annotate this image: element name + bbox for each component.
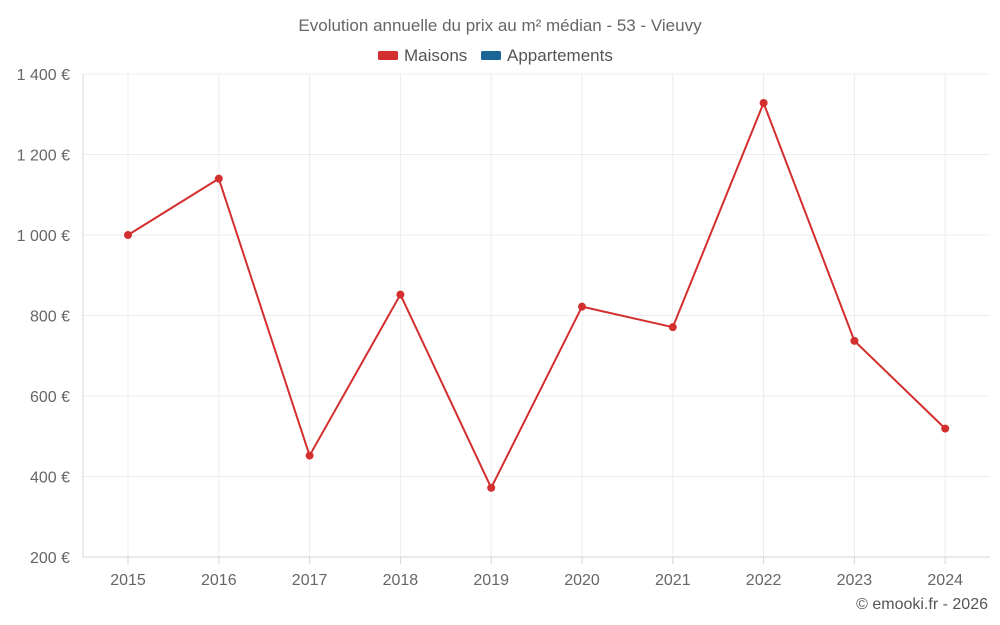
axes: 200 € 400 € 600 € 800 € 1 000 € 1 200 € 1 400 … (17, 67, 990, 589)
y-tick-label: 600 € (30, 389, 70, 406)
legend-label-appartements: Appartements (507, 46, 613, 65)
legend-swatch-maisons (378, 51, 398, 60)
x-tick-label: 2024 (927, 572, 963, 589)
data-point-2015[interactable] (124, 231, 132, 239)
y-tick-label: 400 € (30, 470, 70, 487)
data-point-2019[interactable] (487, 483, 496, 492)
x-tick-label: 2021 (655, 572, 691, 589)
grid (83, 73, 990, 557)
x-tick-label: 2019 (473, 572, 509, 589)
x-tick-label: 2022 (746, 572, 782, 589)
chart-credit: © emooki.fr - 2026 (856, 596, 988, 613)
x-tick-label: 2023 (837, 572, 873, 589)
x-tick-label: 2018 (383, 572, 419, 589)
data-point-2020[interactable] (578, 302, 586, 311)
x-tick-label: 2016 (201, 572, 237, 589)
x-tick-label: 2020 (564, 572, 600, 589)
y-tick-label: 200 € (30, 550, 70, 567)
data-point-2024[interactable] (941, 424, 950, 433)
data-point-2021[interactable] (668, 323, 677, 332)
data-point-2018[interactable] (396, 290, 405, 299)
data-point-2016[interactable] (214, 174, 223, 183)
y-tick-label: 800 € (30, 309, 70, 326)
x-tick-label: 2017 (292, 572, 328, 589)
y-tick-label: 1 200 € (17, 148, 70, 165)
data-point-2017[interactable] (305, 451, 314, 460)
legend: Maisons Appartements (378, 46, 613, 65)
y-tick-label: 1 000 € (17, 228, 70, 245)
data-point-2023[interactable] (850, 336, 859, 345)
chart-title: Evolution annuelle du prix au m² médian … (298, 16, 702, 35)
legend-item-maisons[interactable]: Maisons (378, 46, 467, 65)
data-point-2022[interactable] (759, 98, 768, 107)
series-line-maisons (127, 101, 946, 489)
legend-label-maisons: Maisons (404, 46, 467, 65)
x-tick-label: 2015 (110, 572, 146, 589)
y-tick-label: 1 400 € (17, 67, 70, 84)
legend-swatch-appartements (481, 51, 501, 60)
series-maisons (124, 98, 950, 492)
legend-item-appartements[interactable]: Appartements (481, 46, 613, 65)
